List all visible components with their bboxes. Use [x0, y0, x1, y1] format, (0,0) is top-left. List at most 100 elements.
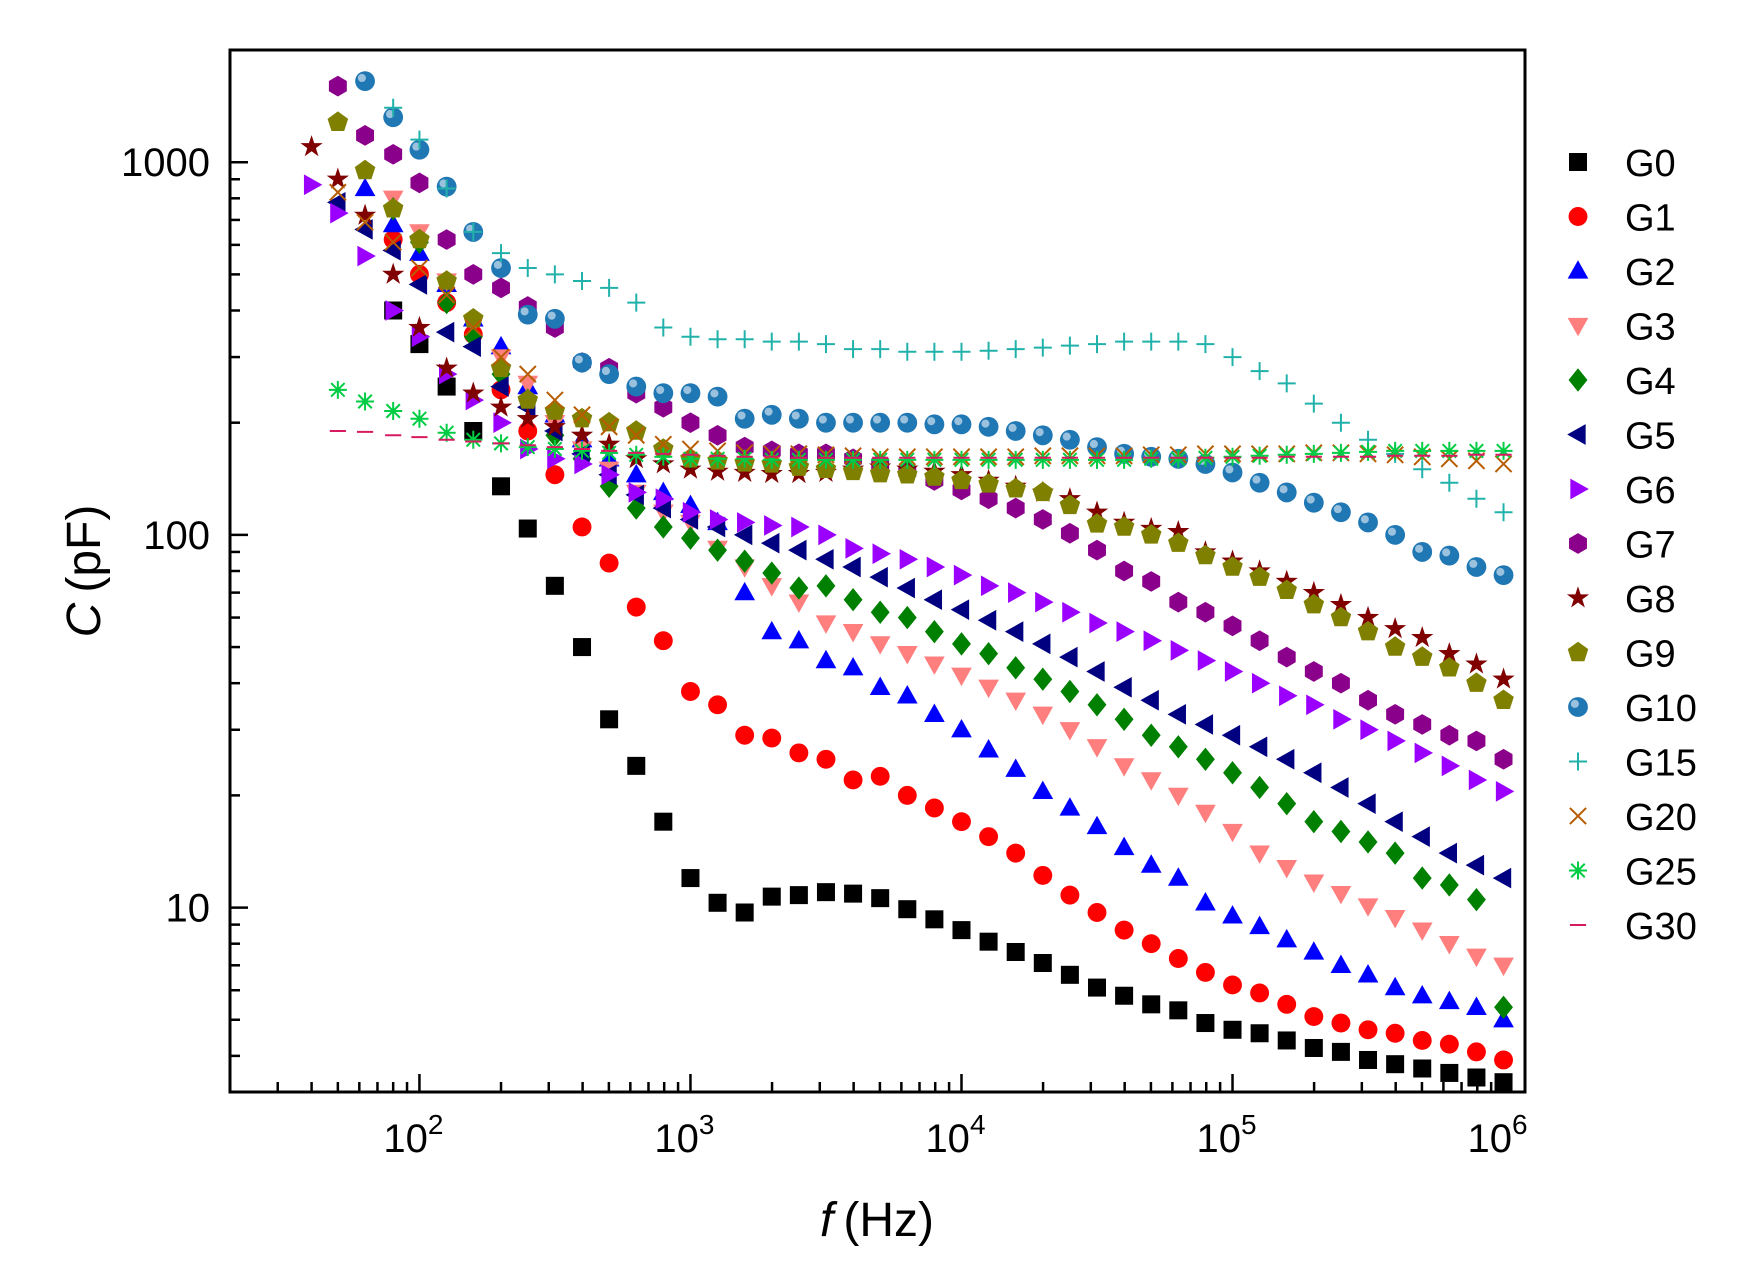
data-point-g25 — [600, 443, 619, 462]
x-tick-label: 106 — [1468, 1109, 1528, 1161]
x-tick-base: 10 — [654, 1117, 699, 1161]
data-point-g5 — [950, 599, 970, 621]
legend-item-g0: G0 — [1569, 143, 1676, 185]
data-point-g1 — [816, 749, 836, 769]
data-point-g0 — [1033, 954, 1052, 973]
axis-ticks — [228, 48, 1505, 1092]
data-point-g1 — [1114, 920, 1134, 940]
data-point-g10 — [1249, 472, 1270, 493]
data-point-g2 — [761, 620, 783, 640]
data-point-g4 — [708, 538, 728, 562]
data-point-g25 — [1277, 445, 1296, 464]
data-point-g9 — [1466, 672, 1487, 692]
data-point-g4 — [897, 605, 917, 630]
legend-label-g8: G8 — [1625, 579, 1676, 621]
data-point-g20 — [329, 183, 347, 202]
data-point-g20 — [464, 318, 483, 337]
data-point-g20 — [1494, 455, 1513, 473]
data-point-g0 — [1304, 1038, 1323, 1057]
data-point-g8 — [489, 395, 513, 417]
data-point-g5 — [1004, 621, 1024, 642]
data-point-g0 — [1088, 978, 1107, 997]
data-point-g2 — [788, 629, 810, 649]
data-point-g3 — [815, 615, 837, 634]
data-point-g25 — [816, 450, 835, 469]
data-point-g10 — [816, 412, 836, 433]
y-tick-labels: 10 100 1000 — [121, 141, 210, 930]
data-point-g25 — [1250, 446, 1269, 465]
data-point-g10 — [599, 364, 620, 385]
series-g5 — [327, 192, 1512, 889]
data-point-g6 — [1441, 755, 1461, 777]
data-point-g1 — [1385, 1023, 1405, 1043]
data-point-g5 — [1221, 724, 1241, 746]
data-point-g2 — [1411, 984, 1433, 1004]
data-point-g7 — [328, 75, 347, 97]
data-point-g0 — [925, 910, 944, 929]
data-point-g1 — [952, 812, 971, 832]
data-point-g5 — [1059, 646, 1078, 668]
data-point-g25 — [979, 450, 998, 469]
data-point-g7 — [708, 424, 727, 446]
data-point-g9 — [897, 463, 918, 484]
series-g4 — [383, 197, 1513, 1020]
data-point-g6 — [899, 548, 919, 570]
data-point-g4 — [816, 574, 836, 598]
data-point-g15 — [1223, 348, 1242, 367]
data-point-g0 — [1006, 942, 1025, 961]
data-point-g6 — [1116, 621, 1135, 642]
data-point-g6 — [1197, 650, 1217, 671]
legend-label-g6: G6 — [1625, 470, 1676, 512]
data-point-g1 — [708, 695, 728, 715]
data-point-g25 — [1169, 449, 1188, 468]
data-point-g9 — [1032, 481, 1054, 502]
legend-label-g4: G4 — [1625, 361, 1676, 403]
data-point-g5 — [1031, 633, 1051, 655]
data-point-g0 — [979, 932, 998, 951]
data-point-g25 — [735, 449, 754, 468]
data-point-g25 — [627, 445, 646, 464]
data-point-g10 — [1439, 545, 1460, 566]
data-point-g1 — [870, 766, 890, 786]
data-point-g15 — [898, 342, 917, 361]
data-point-g0 — [871, 889, 890, 908]
data-point-g3 — [1032, 706, 1054, 726]
data-point-g9 — [1249, 566, 1270, 586]
data-point-g2 — [1222, 905, 1243, 924]
data-point-g9 — [436, 270, 457, 290]
data-point-g6 — [764, 515, 783, 536]
legend-marker-g0 — [1569, 153, 1587, 171]
legend-item-g9: G9 — [1567, 634, 1676, 676]
data-point-g3 — [1140, 772, 1162, 791]
data-point-g15 — [1115, 332, 1134, 351]
data-point-g7 — [1386, 703, 1405, 725]
data-point-g6 — [1089, 612, 1108, 634]
data-point-g4 — [762, 561, 782, 585]
data-point-g3 — [1493, 957, 1514, 977]
data-point-g2 — [815, 649, 837, 669]
data-point-g3 — [978, 679, 999, 699]
data-point-g3 — [1438, 936, 1460, 955]
data-point-g7 — [979, 488, 998, 510]
data-point-g15 — [464, 222, 483, 241]
data-point-g6 — [737, 512, 756, 533]
data-point-g15 — [573, 271, 592, 290]
data-point-g8 — [1329, 592, 1353, 615]
data-point-g7 — [1359, 689, 1377, 711]
data-point-g25 — [1115, 450, 1134, 469]
data-point-g5 — [842, 556, 861, 578]
data-point-g7 — [384, 143, 403, 165]
data-point-g7 — [1250, 630, 1269, 652]
legend-item-g10: G10 — [1568, 688, 1697, 730]
data-point-g15 — [1467, 489, 1486, 508]
data-point-g6 — [1143, 630, 1163, 652]
data-point-g3 — [1222, 823, 1243, 843]
data-point-g0 — [1467, 1068, 1486, 1087]
data-point-g2 — [1005, 758, 1027, 777]
legend-label-g25: G25 — [1625, 852, 1697, 894]
data-point-g6 — [1306, 694, 1325, 716]
data-point-g8 — [679, 457, 702, 479]
y-tick-label: 1000 — [121, 141, 210, 185]
data-point-g5 — [1113, 676, 1132, 698]
legend-marker-g4 — [1568, 368, 1588, 392]
